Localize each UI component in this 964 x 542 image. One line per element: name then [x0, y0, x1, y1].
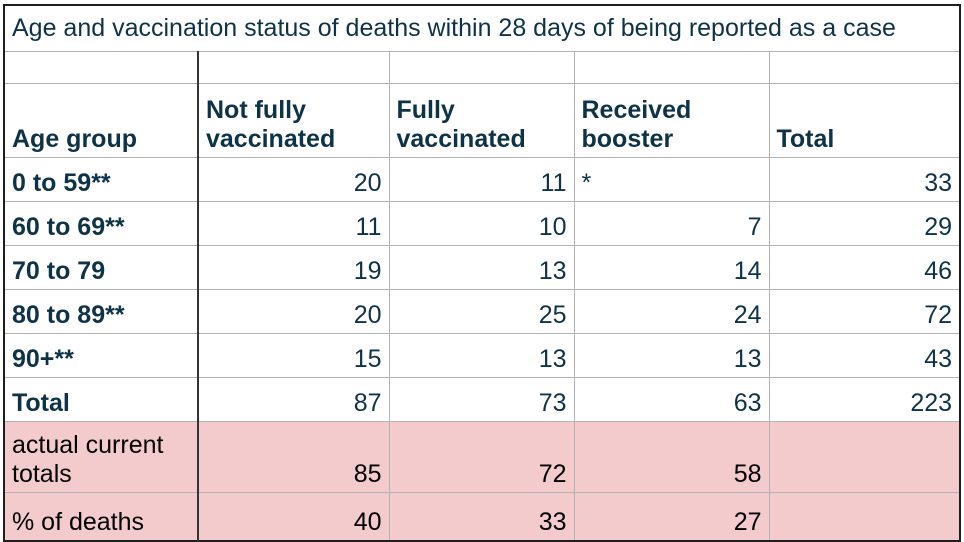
column-header-fully-vaccinated: Fully vaccinated — [388, 83, 575, 158]
cell-total-percent — [768, 492, 961, 542]
cell-grand-total: 223 — [768, 377, 961, 422]
cell-booster-suppressed: * — [573, 157, 770, 202]
column-header-row: Age group Not fully vaccinated Fully vac… — [3, 83, 961, 158]
cell-not-fully: 15 — [197, 333, 390, 378]
empty-cell — [197, 51, 390, 84]
table-row-0-to-59: 0 to 59** 20 11 * 33 — [3, 157, 961, 202]
row-label: 0 to 59** — [3, 157, 199, 202]
empty-cell — [768, 51, 961, 84]
column-header-received-booster: Received booster — [573, 83, 770, 158]
cell-not-fully: 19 — [197, 245, 390, 290]
cell-not-fully: 20 — [197, 157, 390, 202]
column-header-not-fully-vaccinated: Not fully vaccinated — [197, 83, 390, 158]
cell-total-actual — [768, 421, 961, 493]
spacer-row — [3, 51, 961, 84]
cell-fully-percent: 33 — [388, 492, 575, 542]
row-label: actual current totals — [3, 421, 199, 493]
table-row-actual-current-totals: actual current totals 85 72 58 — [3, 421, 961, 493]
cell-total: 29 — [768, 201, 961, 246]
empty-cell — [573, 51, 770, 84]
cell-booster: 24 — [573, 289, 770, 334]
cell-total: 43 — [768, 333, 961, 378]
cell-total: 72 — [768, 289, 961, 334]
column-header-age-group: Age group — [3, 83, 199, 158]
table-row-total: Total 87 73 63 223 — [3, 377, 961, 422]
empty-cell — [3, 51, 199, 84]
cell-fully: 13 — [388, 333, 575, 378]
row-label-total: Total — [3, 377, 199, 422]
empty-cell — [388, 51, 575, 84]
row-label: 60 to 69** — [3, 201, 199, 246]
table-row-percent-of-deaths: % of deaths 40 33 27 — [3, 492, 961, 542]
column-header-total: Total — [768, 83, 961, 158]
cell-booster: 13 — [573, 333, 770, 378]
cell-booster-actual: 58 — [573, 421, 770, 493]
cell-not-fully: 20 — [197, 289, 390, 334]
table-row-90-plus: 90+** 15 13 13 43 — [3, 333, 961, 378]
deaths-by-vaccination-table: Age and vaccination status of deaths wit… — [3, 4, 962, 542]
table-title-row: Age and vaccination status of deaths wit… — [3, 4, 961, 52]
cell-booster-percent: 27 — [573, 492, 770, 542]
cell-booster-total: 63 — [573, 377, 770, 422]
table-row-70-to-79: 70 to 79 19 13 14 46 — [3, 245, 961, 290]
row-label: 80 to 89** — [3, 289, 199, 334]
cell-fully: 11 — [388, 157, 575, 202]
spreadsheet-region: Age and vaccination status of deaths wit… — [3, 4, 962, 542]
table-title: Age and vaccination status of deaths wit… — [3, 4, 961, 52]
row-label: 90+** — [3, 333, 199, 378]
cell-booster: 7 — [573, 201, 770, 246]
cell-not-fully-actual: 85 — [197, 421, 390, 493]
cell-fully: 25 — [388, 289, 575, 334]
row-label: 70 to 79 — [3, 245, 199, 290]
cell-fully: 10 — [388, 201, 575, 246]
cell-not-fully: 11 — [197, 201, 390, 246]
cell-booster: 14 — [573, 245, 770, 290]
cell-fully-actual: 72 — [388, 421, 575, 493]
table-row-80-to-89: 80 to 89** 20 25 24 72 — [3, 289, 961, 334]
cell-not-fully-total: 87 — [197, 377, 390, 422]
cell-not-fully-percent: 40 — [197, 492, 390, 542]
cell-total: 46 — [768, 245, 961, 290]
cell-fully: 13 — [388, 245, 575, 290]
cell-fully-total: 73 — [388, 377, 575, 422]
table-row-60-to-69: 60 to 69** 11 10 7 29 — [3, 201, 961, 246]
cell-total: 33 — [768, 157, 961, 202]
row-label: % of deaths — [3, 492, 199, 542]
